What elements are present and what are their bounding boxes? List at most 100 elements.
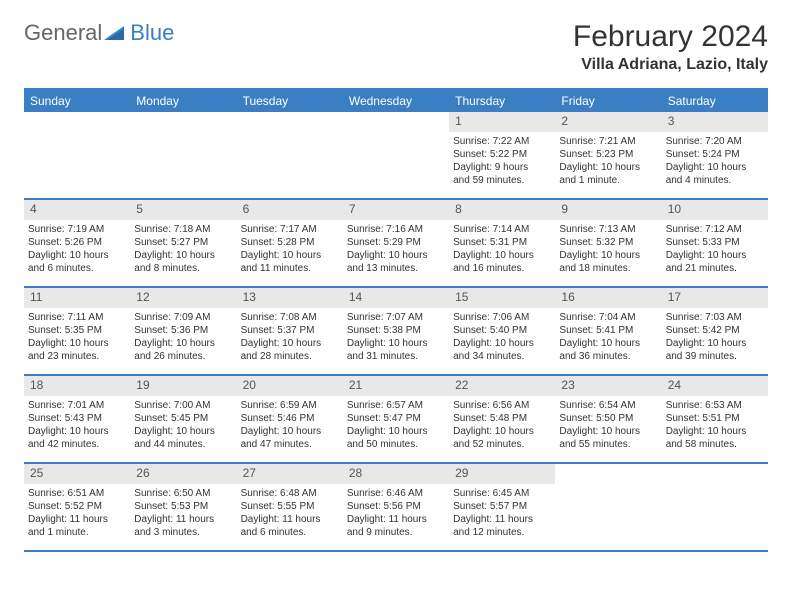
sunset-text: Sunset: 5:50 PM <box>559 412 657 425</box>
day-cell: 17Sunrise: 7:03 AMSunset: 5:42 PMDayligh… <box>662 288 768 374</box>
day-number: 6 <box>237 200 343 220</box>
sunset-text: Sunset: 5:40 PM <box>453 324 551 337</box>
daylight1-text: Daylight: 10 hours <box>134 249 232 262</box>
daylight1-text: Daylight: 11 hours <box>347 513 445 526</box>
day-data: Sunrise: 6:57 AMSunset: 5:47 PMDaylight:… <box>343 396 449 455</box>
day-data: Sunrise: 6:48 AMSunset: 5:55 PMDaylight:… <box>237 484 343 543</box>
sunrise-text: Sunrise: 7:00 AM <box>134 399 232 412</box>
logo-text-1: General <box>24 20 102 46</box>
daylight2-text: and 13 minutes. <box>347 262 445 275</box>
day-number: 5 <box>130 200 236 220</box>
sunset-text: Sunset: 5:27 PM <box>134 236 232 249</box>
sunrise-text: Sunrise: 6:50 AM <box>134 487 232 500</box>
day-data: Sunrise: 6:50 AMSunset: 5:53 PMDaylight:… <box>130 484 236 543</box>
day-cell: 24Sunrise: 6:53 AMSunset: 5:51 PMDayligh… <box>662 376 768 462</box>
daylight1-text: Daylight: 10 hours <box>347 249 445 262</box>
day-header: Tuesday <box>237 90 343 112</box>
week-row: 11Sunrise: 7:11 AMSunset: 5:35 PMDayligh… <box>24 288 768 376</box>
day-number: 15 <box>449 288 555 308</box>
daylight2-text: and 34 minutes. <box>453 350 551 363</box>
day-number: 3 <box>662 112 768 132</box>
daylight2-text: and 3 minutes. <box>134 526 232 539</box>
daylight1-text: Daylight: 10 hours <box>134 337 232 350</box>
day-cell: 9Sunrise: 7:13 AMSunset: 5:32 PMDaylight… <box>555 200 661 286</box>
day-header: Monday <box>130 90 236 112</box>
day-number: 7 <box>343 200 449 220</box>
daylight2-text: and 44 minutes. <box>134 438 232 451</box>
day-number: 11 <box>24 288 130 308</box>
daylight1-text: Daylight: 10 hours <box>453 337 551 350</box>
day-cell: 5 Sunrise: 7:18 AMSunset: 5:27 PMDaylight… <box>130 200 236 286</box>
day-cell: 7Sunrise: 7:16 AMSunset: 5:29 PMDaylight… <box>343 200 449 286</box>
sunrise-text: Sunrise: 7:18 AM <box>134 223 232 236</box>
daylight2-text: and 42 minutes. <box>28 438 126 451</box>
daylight2-text: and 58 minutes. <box>666 438 764 451</box>
logo-text-2: Blue <box>130 20 174 46</box>
day-data: Sunrise: 6:56 AMSunset: 5:48 PMDaylight:… <box>449 396 555 455</box>
day-header: Wednesday <box>343 90 449 112</box>
daylight2-text: and 6 minutes. <box>241 526 339 539</box>
daylight2-text: and 8 minutes. <box>134 262 232 275</box>
day-header: Friday <box>555 90 661 112</box>
day-cell: 15 Sunrise: 7:06 AMSunset: 5:40 PMDayligh… <box>449 288 555 374</box>
day-number: 16 <box>555 288 661 308</box>
sunset-text: Sunset: 5:35 PM <box>28 324 126 337</box>
daylight2-text: and 4 minutes. <box>666 174 764 187</box>
day-data: Sunrise: 7:07 AMSunset: 5:38 PMDaylight:… <box>343 308 449 367</box>
day-number: 13 <box>237 288 343 308</box>
daylight2-text: and 59 minutes. <box>453 174 551 187</box>
daylight1-text: Daylight: 10 hours <box>347 337 445 350</box>
day-number: 14 <box>343 288 449 308</box>
title-block: February 2024 Villa Adriana, Lazio, Ital… <box>573 20 768 74</box>
day-cell <box>343 112 449 198</box>
day-cell: 2Sunrise: 7:21 AMSunset: 5:23 PMDaylight… <box>555 112 661 198</box>
sunset-text: Sunset: 5:36 PM <box>134 324 232 337</box>
week-row: 25Sunrise: 6:51 AMSunset: 5:52 PMDayligh… <box>24 464 768 552</box>
daylight2-text: and 28 minutes. <box>241 350 339 363</box>
day-data: Sunrise: 6:45 AMSunset: 5:57 PMDaylight:… <box>449 484 555 543</box>
sunrise-text: Sunrise: 6:51 AM <box>28 487 126 500</box>
day-cell: 27Sunrise: 6:48 AMSunset: 5:55 PMDayligh… <box>237 464 343 550</box>
sunset-text: Sunset: 5:24 PM <box>666 148 764 161</box>
sunrise-text: Sunrise: 6:54 AM <box>559 399 657 412</box>
daylight2-text: and 6 minutes. <box>28 262 126 275</box>
day-cell: 20Sunrise: 6:59 AMSunset: 5:46 PMDayligh… <box>237 376 343 462</box>
sunrise-text: Sunrise: 7:06 AM <box>453 311 551 324</box>
daylight1-text: Daylight: 10 hours <box>559 425 657 438</box>
sunrise-text: Sunrise: 6:59 AM <box>241 399 339 412</box>
daylight1-text: Daylight: 10 hours <box>241 425 339 438</box>
location: Villa Adriana, Lazio, Italy <box>573 56 768 74</box>
day-data: Sunrise: 7:03 AMSunset: 5:42 PMDaylight:… <box>662 308 768 367</box>
daylight2-text: and 12 minutes. <box>453 526 551 539</box>
day-number: 26 <box>130 464 236 484</box>
day-data: Sunrise: 7:19 AMSunset: 5:26 PMDaylight:… <box>24 220 130 279</box>
daylight2-text: and 39 minutes. <box>666 350 764 363</box>
day-cell: 29Sunrise: 6:45 AMSunset: 5:57 PMDayligh… <box>449 464 555 550</box>
daylight2-text: and 1 minute. <box>28 526 126 539</box>
sunset-text: Sunset: 5:32 PM <box>559 236 657 249</box>
daylight2-text: and 52 minutes. <box>453 438 551 451</box>
day-data: Sunrise: 7:11 AMSunset: 5:35 PMDaylight:… <box>24 308 130 367</box>
sunset-text: Sunset: 5:47 PM <box>347 412 445 425</box>
daylight1-text: Daylight: 10 hours <box>241 249 339 262</box>
sunrise-text: Sunrise: 6:53 AM <box>666 399 764 412</box>
daylight1-text: Daylight: 10 hours <box>241 337 339 350</box>
day-data: Sunrise: 6:59 AMSunset: 5:46 PMDaylight:… <box>237 396 343 455</box>
sunrise-text: Sunrise: 7:21 AM <box>559 135 657 148</box>
daylight1-text: Daylight: 11 hours <box>134 513 232 526</box>
daylight2-text: and 16 minutes. <box>453 262 551 275</box>
sunrise-text: Sunrise: 7:08 AM <box>241 311 339 324</box>
day-data: Sunrise: 7:20 AMSunset: 5:24 PMDaylight:… <box>662 132 768 191</box>
day-number: 18 <box>24 376 130 396</box>
day-cell <box>555 464 661 550</box>
day-number: 29 <box>449 464 555 484</box>
day-data: Sunrise: 7:14 AMSunset: 5:31 PMDaylight:… <box>449 220 555 279</box>
day-cell <box>237 112 343 198</box>
day-cell: 18Sunrise: 7:01 AMSunset: 5:43 PMDayligh… <box>24 376 130 462</box>
week-row: 1Sunrise: 7:22 AMSunset: 5:22 PMDaylight… <box>24 112 768 200</box>
sunrise-text: Sunrise: 7:07 AM <box>347 311 445 324</box>
day-number: 21 <box>343 376 449 396</box>
day-data: Sunrise: 6:51 AMSunset: 5:52 PMDaylight:… <box>24 484 130 543</box>
sunset-text: Sunset: 5:51 PM <box>666 412 764 425</box>
day-data: Sunrise: 7:13 AMSunset: 5:32 PMDaylight:… <box>555 220 661 279</box>
